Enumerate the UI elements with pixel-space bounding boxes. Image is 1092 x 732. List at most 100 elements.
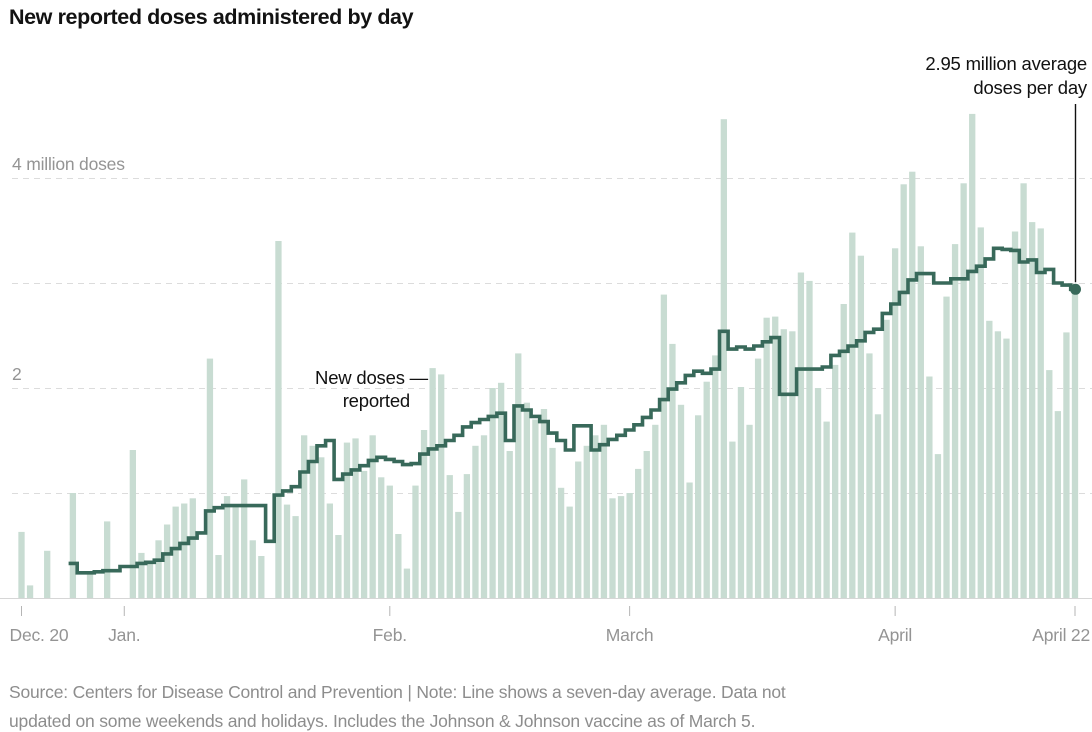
daily-dose-bar (515, 353, 522, 598)
daily-dose-bar (969, 113, 976, 599)
daily-dose-bar (600, 424, 608, 599)
daily-dose-bar (874, 414, 882, 599)
daily-dose-bar (369, 435, 376, 599)
daily-dose-bar (926, 376, 933, 598)
daily-dose-bar (378, 477, 385, 599)
daily-dose-bar (652, 424, 659, 599)
daily-dose-bar (386, 485, 393, 598)
daily-dose-bar (318, 457, 325, 598)
daily-dose-bar (523, 402, 530, 598)
daily-dose-bar (832, 364, 839, 598)
daily-dose-bar (840, 304, 847, 598)
daily-dose-bar (206, 358, 214, 598)
x-tick-label: April 22 (1032, 625, 1090, 645)
daily-dose-bar (301, 435, 308, 599)
daily-dose-bar (814, 388, 822, 598)
daily-dose-bar (951, 244, 959, 598)
daily-dose-bar (146, 563, 154, 598)
daily-dose-bar (883, 319, 890, 599)
daily-dose-bar (712, 355, 719, 598)
y-axis-label-2m: 2 (12, 364, 22, 384)
average-annotation-line2: doses per day (973, 77, 1087, 98)
daily-dose-bar (772, 316, 779, 598)
daily-dose-bar (283, 504, 291, 598)
daily-dose-bar (163, 524, 171, 598)
x-tick-label: March (606, 625, 654, 645)
daily-dose-bar (438, 374, 445, 598)
daily-dose-bar (1046, 370, 1053, 598)
daily-dose-bar (720, 119, 727, 598)
new-doses-annotation: New doses — reported (288, 366, 428, 412)
daily-dose-bar (172, 506, 179, 598)
daily-dose-bar (181, 503, 188, 598)
daily-dose-bar (1063, 332, 1070, 598)
daily-dose-bar (412, 485, 419, 598)
daily-dose-bar (780, 329, 787, 598)
daily-dose-bar (309, 445, 316, 599)
daily-dose-bar (857, 255, 865, 598)
daily-dose-bar (891, 248, 899, 599)
daily-dose-bar (335, 535, 342, 598)
daily-dose-bar (463, 474, 471, 598)
daily-dose-bar (694, 415, 702, 598)
daily-dose-bar (583, 445, 590, 599)
x-tick-label: April (878, 625, 912, 645)
daily-dose-bar (26, 585, 34, 598)
daily-dose-bar (806, 280, 813, 598)
daily-dose-bar (480, 435, 488, 599)
page-title: New reported doses administered by day (9, 5, 414, 29)
daily-dose-bar (934, 454, 942, 598)
new-doses-annotation-line2: reported (342, 390, 411, 411)
daily-dose-bar (1054, 411, 1062, 598)
daily-dose-bar (455, 511, 462, 598)
daily-dose-bar (1020, 183, 1027, 599)
daily-dose-bar (994, 331, 1002, 598)
daily-dose-bar (497, 382, 505, 599)
daily-dose-bar (660, 294, 668, 598)
daily-dose-bar (352, 438, 359, 598)
daily-dose-bar (635, 468, 642, 598)
daily-dose-bar (275, 241, 282, 598)
daily-dose-bar (617, 496, 625, 598)
daily-dose-bar (360, 470, 368, 598)
daily-dose-bar (643, 451, 650, 598)
daily-dose-bar (909, 171, 916, 598)
daily-dose-bar (258, 556, 265, 598)
daily-dose-bar (669, 343, 676, 598)
daily-dose-bar (540, 409, 548, 598)
daily-dose-bar (395, 534, 402, 598)
daily-dose-bar (609, 498, 616, 599)
daily-dose-bar (155, 540, 162, 599)
daily-dose-bar (797, 272, 805, 598)
daily-dose-bar (575, 461, 582, 598)
average-annotation-line1: 2.95 million average (925, 53, 1087, 74)
seven-day-average-line (68, 246, 1077, 575)
daily-dose-bar (232, 506, 239, 598)
daily-dose-bar (343, 442, 351, 598)
new-doses-annotation-line1: New doses — (315, 367, 428, 388)
daily-dose-bar (1037, 228, 1044, 598)
daily-dose-bar (686, 482, 693, 598)
daily-dose-bar (429, 368, 436, 598)
source-note: Source: Centers for Disease Control and … (9, 678, 1079, 732)
y-axis-label-4m: 4 million doses (12, 154, 125, 174)
daily-dose-bar (104, 521, 111, 598)
daily-dose-bar (977, 227, 984, 598)
source-note-line2: updated on some weekends and holidays. I… (9, 711, 756, 731)
daily-dose-bar (729, 441, 736, 598)
daily-dose-bar (1011, 231, 1019, 598)
daily-dose-bar (960, 183, 967, 599)
daily-dose-bar (866, 353, 873, 598)
daily-dose-bar (138, 552, 145, 598)
source-note-line1: Source: Centers for Disease Control and … (9, 682, 786, 702)
daily-dose-bar (849, 232, 856, 598)
daily-dose-bar (189, 498, 196, 599)
daily-dose-bar (900, 184, 907, 599)
daily-dose-bar (943, 296, 950, 598)
daily-dose-bar (489, 388, 496, 598)
daily-dose-bar (1071, 287, 1079, 598)
daily-dose-bar (986, 320, 993, 598)
daily-dose-bar (566, 506, 573, 598)
